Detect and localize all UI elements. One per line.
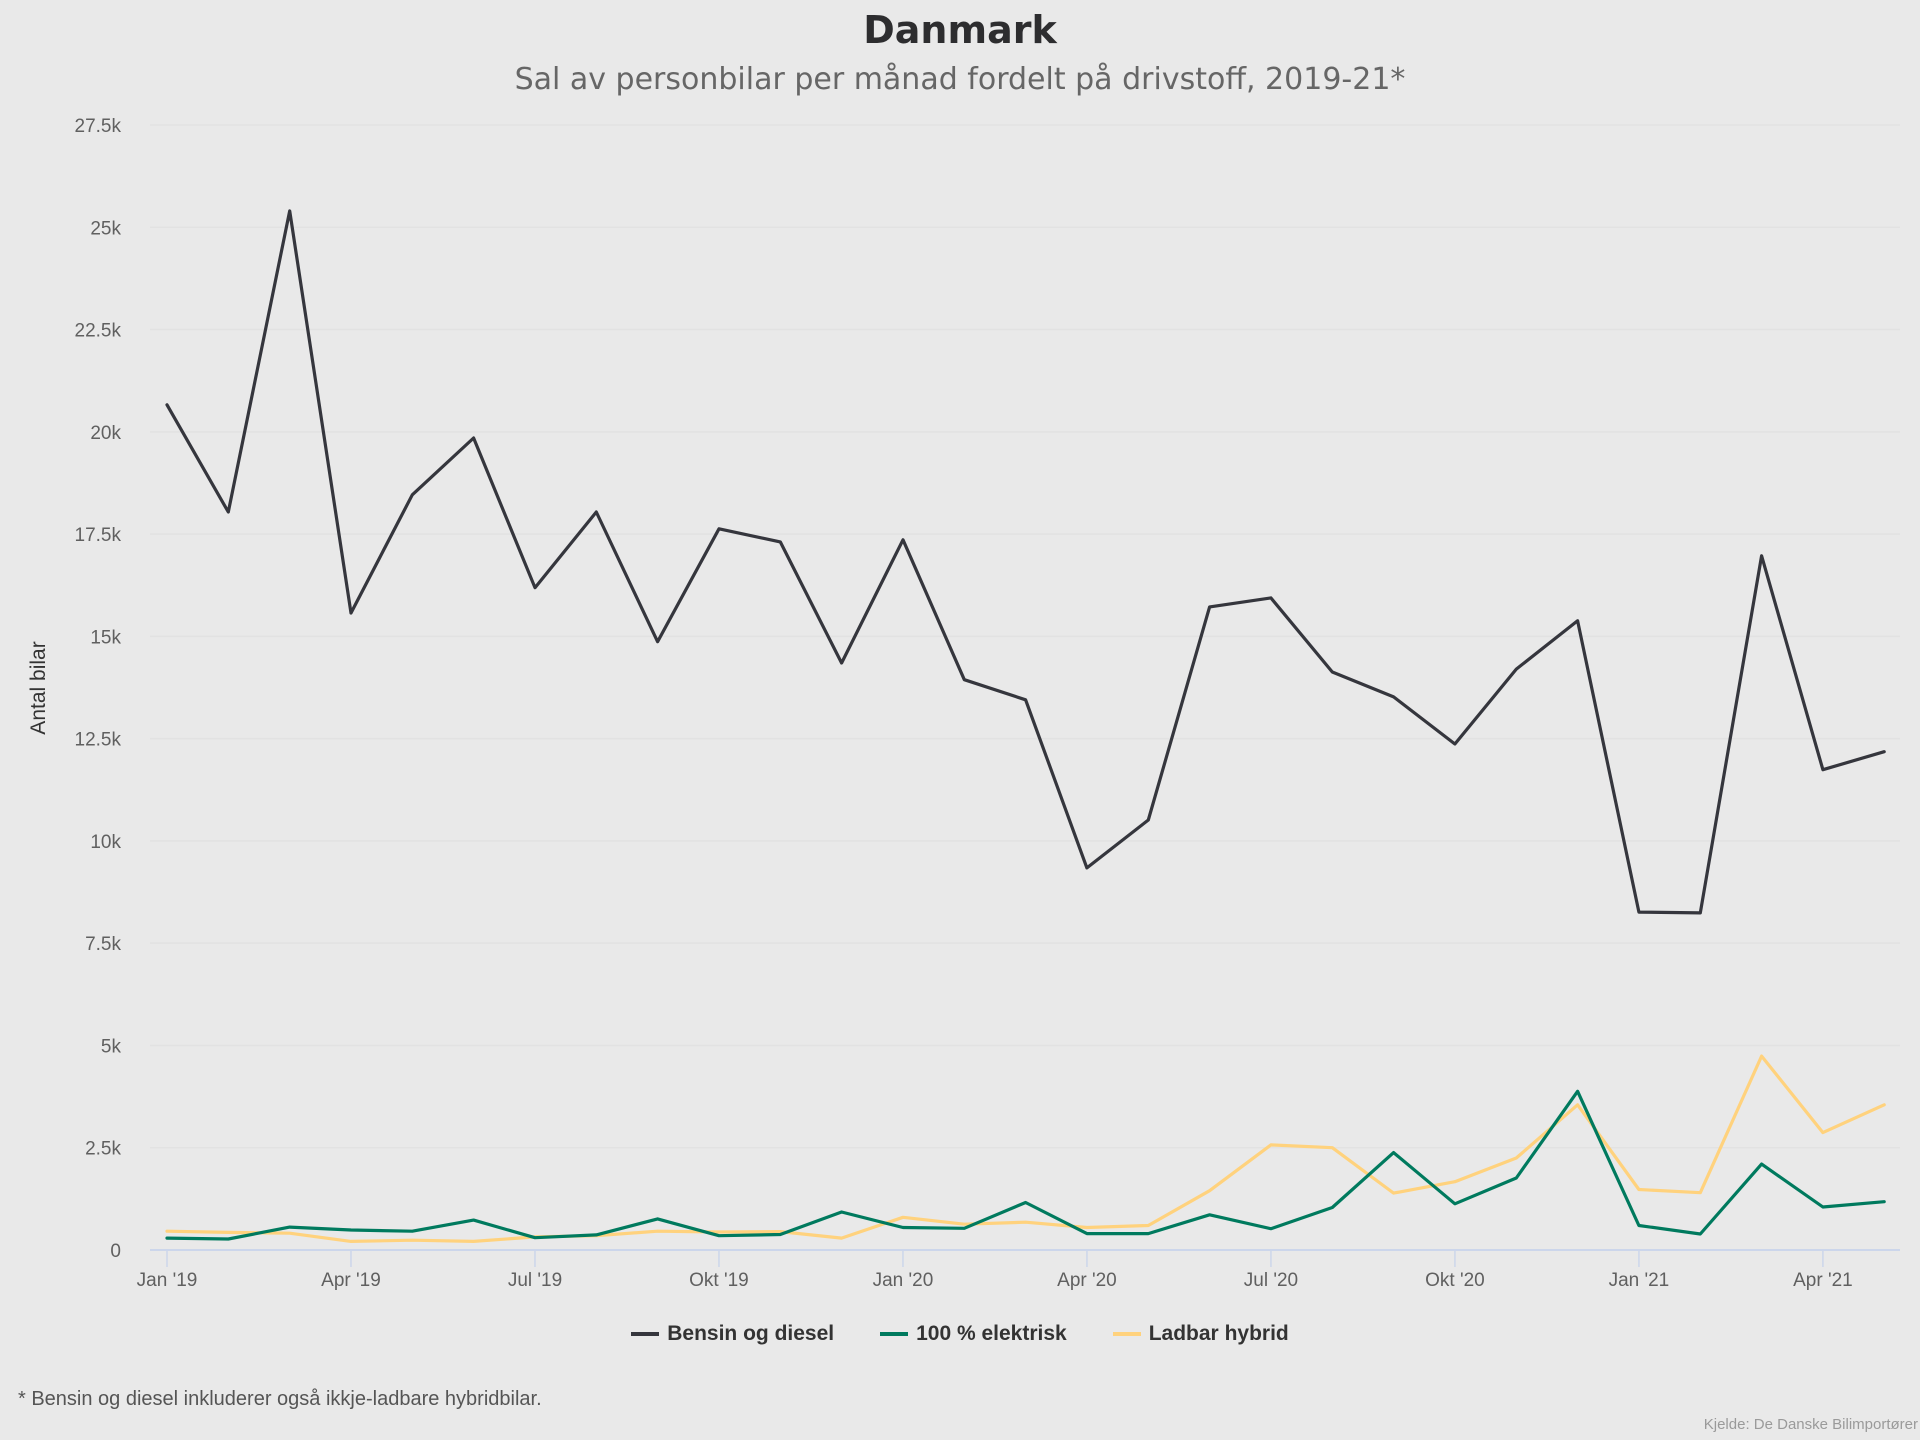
- legend-item-ladbar-hybrid[interactable]: Ladbar hybrid: [1112, 1322, 1289, 1346]
- x-tick-label: Jul '19: [508, 1270, 562, 1291]
- legend-label: Bensin og diesel: [667, 1322, 835, 1345]
- x-tick-label: Apr '19: [321, 1270, 381, 1291]
- legend: Bensin og diesel 100 % elektrisk Ladbar …: [0, 1322, 1920, 1346]
- footnote: * Bensin og diesel inkluderer også ikkje…: [18, 1388, 542, 1410]
- source-credit[interactable]: Kjelde: De Danske Bilimportører: [1703, 1416, 1918, 1433]
- legend-label: Ladbar hybrid: [1148, 1322, 1289, 1345]
- y-axis-ticks: 0 2.5k 5k 7.5k 10k 12.5k 15k 17.5k 20k 22.5k 25k 27…: [75, 116, 122, 1262]
- chart-subtitle: Sal av personbilar per månad fordelt på …: [514, 62, 1406, 97]
- x-tick-label: Apr '20: [1057, 1270, 1117, 1291]
- x-tick-label: Jan '21: [1609, 1270, 1670, 1291]
- series-lines: [165, 209, 1886, 1244]
- line-chart: 0 2.5k 5k 7.5k 10k 12.5k 15k 17.5k 20k 22.5k 25k 27…: [27, 116, 1900, 1291]
- y-tick-label: 22.5k: [75, 321, 122, 342]
- legend-swatch-ladbar-hybrid: [1112, 1332, 1141, 1336]
- x-tick-label: Okt '20: [1425, 1270, 1485, 1291]
- legend-item-bensin-diesel[interactable]: Bensin og diesel: [631, 1322, 834, 1346]
- y-tick-label: 15k: [90, 627, 121, 648]
- y-tick-label: 20k: [90, 423, 121, 444]
- series-line-bensin-diesel[interactable]: [165, 209, 1886, 915]
- legend-swatch-elektrisk: [880, 1332, 909, 1336]
- y-tick-label: 25k: [90, 218, 121, 239]
- y-tick-label: 5k: [101, 1036, 122, 1057]
- legend-label: 100 % elektrisk: [916, 1322, 1067, 1345]
- x-tick-label: Jul '20: [1244, 1270, 1298, 1291]
- y-tick-label: 27.5k: [75, 116, 122, 137]
- legend-item-elektrisk[interactable]: 100 % elektrisk: [880, 1322, 1067, 1346]
- chart-title: Danmark: [863, 8, 1057, 52]
- series-line-elektrisk[interactable]: [165, 1089, 1886, 1241]
- y-tick-label: 7.5k: [85, 934, 121, 955]
- y-tick-label: 0: [110, 1241, 121, 1262]
- y-tick-label: 2.5k: [85, 1139, 121, 1160]
- y-tick-label: 10k: [90, 832, 121, 853]
- legend-swatch-bensin-diesel: [631, 1332, 660, 1336]
- x-tick-label: Jan '19: [137, 1270, 198, 1291]
- x-tick-label: Apr '21: [1793, 1270, 1853, 1291]
- y-tick-label: 12.5k: [75, 730, 122, 751]
- y-axis-title: Antal bilar: [27, 641, 50, 734]
- gridlines: [150, 124, 1900, 1149]
- x-tick-label: Okt '19: [689, 1270, 749, 1291]
- y-tick-label: 17.5k: [75, 525, 122, 546]
- series-line-ladbar-hybrid[interactable]: [165, 1054, 1886, 1244]
- x-axis: Jan '19 Apr '19 Jul '19 Okt '19 Jan '20 Apr '…: [137, 1249, 1900, 1291]
- x-tick-label: Jan '20: [873, 1270, 934, 1291]
